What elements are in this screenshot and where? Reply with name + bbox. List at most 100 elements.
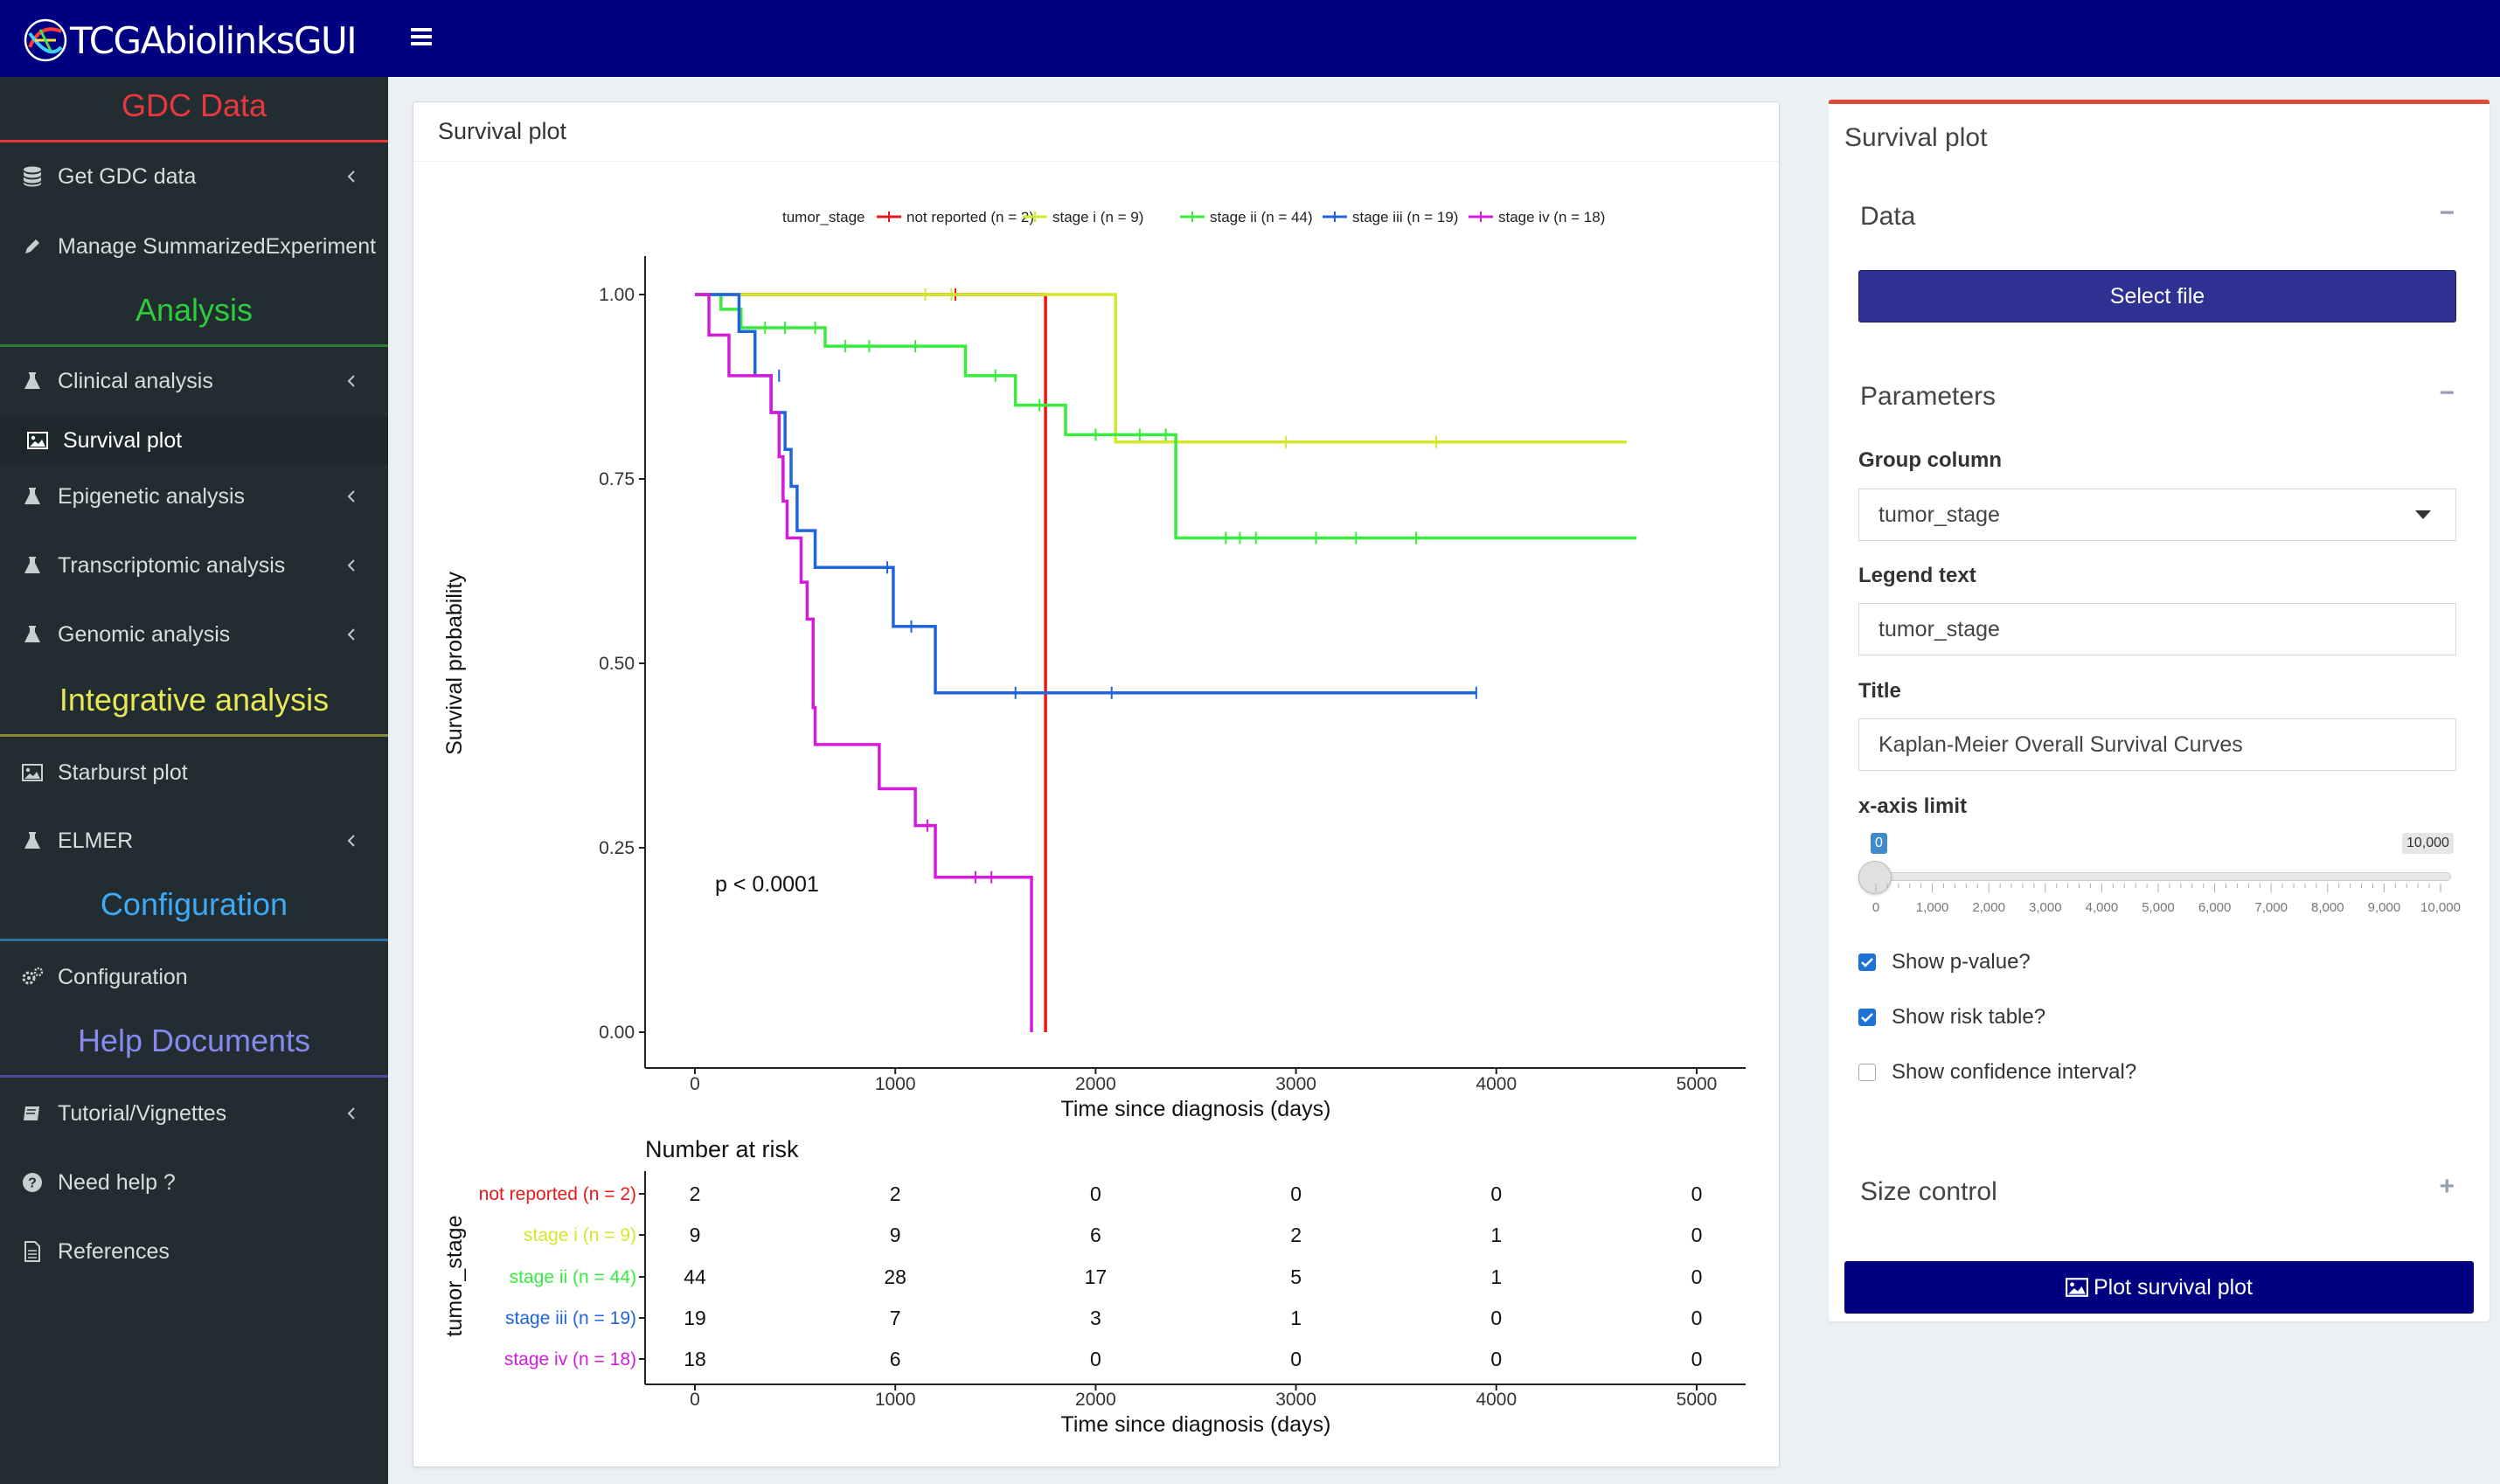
parameters-section-title: Parameters <box>1860 382 1997 411</box>
dna-logo-icon <box>24 18 67 62</box>
sidebar-item-need-help[interactable]: ? Need help ? <box>0 1158 388 1207</box>
slider-handle[interactable] <box>1858 861 1892 894</box>
section-title-analysis: Analysis <box>135 292 253 328</box>
data-section-title: Data <box>1860 202 1916 231</box>
title-label: Title <box>1858 679 1901 703</box>
chevron-left-icon <box>347 490 355 503</box>
group-column-select[interactable]: tumor_stage <box>1858 489 2456 541</box>
flask-icon <box>21 829 44 852</box>
legend-text-label: Legend text <box>1858 564 1976 587</box>
app-logo[interactable]: TCGAbiolinksGUI <box>23 16 358 65</box>
slider-tick-label: 6,000 <box>2198 900 2232 915</box>
sidebar-item-label: Get GDC data <box>58 163 197 189</box>
question-circle-icon: ? <box>21 1171 44 1194</box>
slider-tick-label: 7,000 <box>2254 900 2288 915</box>
slider-min-value: 0 <box>1871 833 1887 854</box>
checkbox-label: Show confidence interval? <box>1892 1060 2137 1084</box>
image-icon <box>21 761 44 784</box>
group-column-value: tumor_stage <box>1878 502 2000 527</box>
group-column-label: Group column <box>1858 448 2002 472</box>
sidebar-item-label: Need help ? <box>58 1169 176 1195</box>
sidebar: GDC Data Get GDC data Manage SummarizedE… <box>0 77 388 1484</box>
flask-icon <box>21 485 44 508</box>
chevron-left-icon <box>347 170 355 183</box>
panel-title: Survival plot <box>1844 123 1988 152</box>
section-divider <box>0 344 388 347</box>
checkbox-label: Show risk table? <box>1892 1005 2046 1029</box>
sidebar-item-label: Survival plot <box>63 427 183 453</box>
select-file-button[interactable]: Select file <box>1858 270 2456 322</box>
flask-icon <box>21 370 44 392</box>
title-input[interactable]: Kaplan-Meier Overall Survival Curves <box>1858 718 2456 771</box>
section-title-integrative-analysis: Integrative analysis <box>59 682 330 718</box>
sidebar-item-get-gdc-data[interactable]: Get GDC data <box>0 152 388 201</box>
parameters-panel: Survival plot Data − Select file Paramet… <box>1829 100 2490 1321</box>
slider-track[interactable] <box>1871 872 2451 881</box>
sidebar-item-tutorial-vignettes[interactable]: Tutorial/Vignettes <box>0 1089 388 1138</box>
slider-tick-label: 0 <box>1872 900 1879 915</box>
sidebar-item-label: Starburst plot <box>58 759 188 785</box>
slider-scale: 0 1,000 2,000 3,000 4,000 5,000 6,000 7,000 8,00… <box>1872 884 2461 915</box>
sidebar-item-configuration[interactable]: Configuration <box>0 953 388 1002</box>
app-title: TCGAbiolinksGUI <box>70 18 358 62</box>
title-value: Kaplan-Meier Overall Survival Curves <box>1878 732 2243 757</box>
image-icon <box>26 429 49 452</box>
section-divider <box>0 734 388 737</box>
sidebar-item-label: Transcriptomic analysis <box>58 552 286 578</box>
sidebar-item-label: Clinical analysis <box>58 368 213 393</box>
show-confidence-interval-checkbox[interactable]: Show confidence interval? <box>1858 1058 2136 1086</box>
collapse-data-button[interactable]: − <box>2439 198 2455 227</box>
chevron-left-icon <box>347 628 355 641</box>
section-divider <box>0 939 388 941</box>
slider-tick-label: 1,000 <box>1916 900 1949 915</box>
chevron-left-icon <box>347 559 355 572</box>
sidebar-item-epigenetic-analysis[interactable]: Epigenetic analysis <box>0 472 388 521</box>
checkbox-label: Show p-value? <box>1892 950 2031 974</box>
sidebar-item-label: Tutorial/Vignettes <box>58 1100 227 1126</box>
sidebar-item-label: ELMER <box>58 828 134 853</box>
sidebar-item-survival-plot[interactable]: Survival plot <box>0 417 388 464</box>
sidebar-item-label: Genomic analysis <box>58 621 231 647</box>
chevron-left-icon <box>347 1107 355 1120</box>
book-icon <box>21 1102 44 1125</box>
database-icon <box>21 165 44 188</box>
section-title-configuration: Configuration <box>100 886 288 922</box>
expand-size-control-button[interactable]: + <box>2439 1172 2455 1201</box>
x-axis-limit-label: x-axis limit <box>1858 794 1968 818</box>
file-text-icon <box>21 1240 44 1263</box>
chevron-left-icon <box>347 835 355 847</box>
slider-max-value: 10,000 <box>2402 833 2454 854</box>
sidebar-item-manage-summarizedexperiment[interactable]: Manage SummarizedExperiment <box>0 222 388 271</box>
section-title-help-documents: Help Documents <box>77 1023 311 1058</box>
section-divider <box>0 1075 388 1078</box>
slider-tick-label: 10,000 <box>2420 900 2461 915</box>
flask-icon <box>21 623 44 646</box>
sidebar-item-label: Configuration <box>58 964 188 989</box>
plot-survival-plot-button[interactable]: Plot survival plot <box>1844 1261 2474 1314</box>
sidebar-item-genomic-analysis[interactable]: Genomic analysis <box>0 610 388 659</box>
slider-tick-label: 5,000 <box>2142 900 2175 915</box>
checkbox-checked-icon <box>1858 954 1876 971</box>
survival-plot-box: Survival plot <box>413 101 1780 1467</box>
sidebar-item-clinical-analysis[interactable]: Clinical analysis <box>0 357 388 406</box>
svg-text:?: ? <box>28 1176 37 1191</box>
legend-text-input[interactable]: tumor_stage <box>1858 603 2456 655</box>
show-pvalue-checkbox[interactable]: Show p-value? <box>1858 948 2031 976</box>
collapse-parameters-button[interactable]: − <box>2439 378 2455 407</box>
box-title: Survival plot <box>413 102 1779 162</box>
legend-text-value: tumor_stage <box>1878 616 2000 641</box>
sidebar-toggle-icon[interactable] <box>407 24 435 51</box>
slider-tick-label: 8,000 <box>2311 900 2344 915</box>
sidebar-item-elmer[interactable]: ELMER <box>0 816 388 865</box>
sidebar-item-starburst-plot[interactable]: Starburst plot <box>0 748 388 797</box>
sidebar-item-transcriptomic-analysis[interactable]: Transcriptomic analysis <box>0 541 388 590</box>
sidebar-item-references[interactable]: References <box>0 1227 388 1276</box>
plot-button-label: Plot survival plot <box>2093 1274 2253 1300</box>
show-risk-table-checkbox[interactable]: Show risk table? <box>1858 1003 2045 1031</box>
sidebar-item-label: References <box>58 1238 170 1264</box>
chevron-left-icon <box>347 375 355 387</box>
pencil-icon <box>21 235 44 258</box>
section-divider <box>0 140 388 142</box>
size-control-section-title: Size control <box>1860 1177 1997 1206</box>
flask-icon <box>21 554 44 577</box>
